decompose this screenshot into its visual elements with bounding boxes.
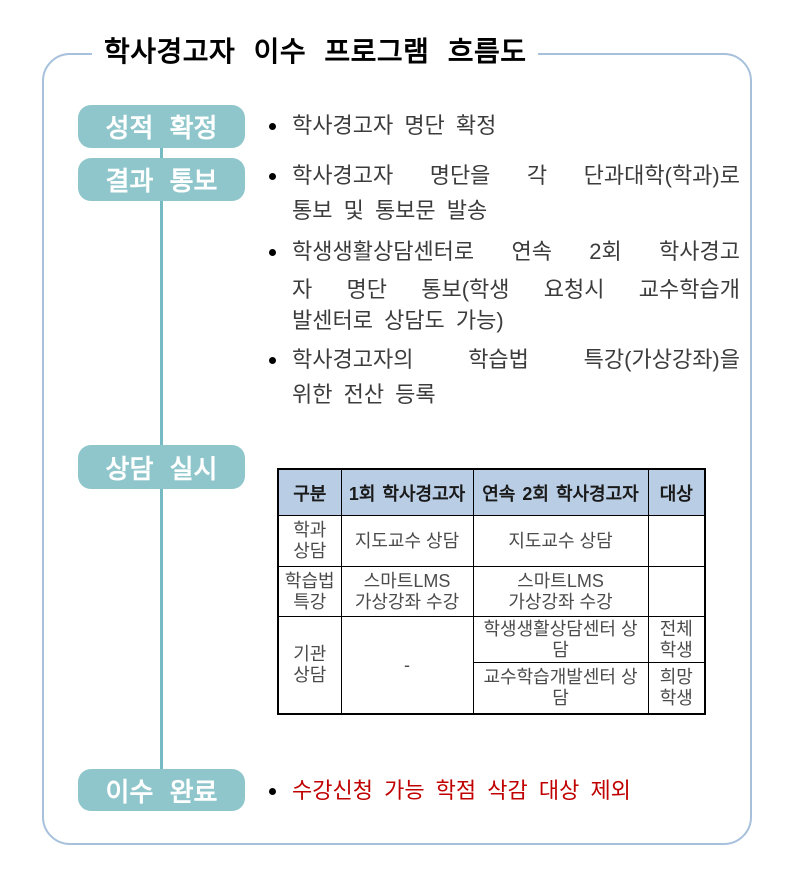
flow-step-result-notification: 결과 통보 xyxy=(78,158,245,201)
completion-note: 수강신청 가능 학점 삭감 대상 제외 xyxy=(292,778,631,803)
flow-step-counseling: 상담 실시 xyxy=(78,445,245,489)
bullet-line: 자 명단 통보(학생 요청시 교수학습개 xyxy=(292,277,740,302)
bullet-line: 위한 전산 등록 xyxy=(292,382,436,407)
table-row: 교수학습개발센터 상담 희망 학생 xyxy=(278,662,706,715)
bullet-line: 발센터로 상담도 가능) xyxy=(292,308,504,333)
cell-category: 학습법 특강 xyxy=(277,566,342,617)
table-row: 기관 상담 - 학생생활상담센터 상담 전체 학생 xyxy=(277,616,706,715)
cell-second-warning: 교수학습개발센터 상담 xyxy=(472,662,649,715)
table-header-category: 구분 xyxy=(277,468,342,516)
bullet-icon xyxy=(269,249,276,256)
cell-target xyxy=(647,566,706,617)
table-header-target: 대상 xyxy=(647,468,706,516)
cell-target: 전체 학생 xyxy=(647,616,706,663)
bullet-icon xyxy=(269,173,276,180)
cell-second-warning: 지도교수 상담 xyxy=(472,515,649,567)
bullet-line: 학생생활상담센터로 연속 2회 학사경고 xyxy=(292,239,740,264)
page-title: 학사경고자 이수 프로그램 흐름도 xyxy=(92,32,539,72)
cell-target xyxy=(647,515,706,567)
bullet-line: 학사경고자 명단을 각 단과대학(학과)로 xyxy=(292,163,740,188)
bullet-icon xyxy=(269,788,276,795)
table-header-row: 구분 1회 학사경고자 연속 2회 학사경고자 대상 xyxy=(277,468,706,516)
flow-step-completion: 이수 완료 xyxy=(78,769,245,811)
flow-step-grade-confirmation: 성적 확정 xyxy=(78,105,245,148)
table-row: 학습법 특강 스마트LMS 가상강좌 수강 스마트LMS 가상강좌 수강 xyxy=(277,566,706,617)
bullet-icon xyxy=(269,357,276,364)
bullet-line: 학사경고자 명단 확정 xyxy=(292,113,497,138)
cell-category: 기관 상담 xyxy=(277,616,342,715)
bullet-line: 학사경고자의 학습법 특강(가상강좌)을 xyxy=(292,347,740,372)
cell-first-warning: 지도교수 상담 xyxy=(340,515,474,567)
cell-target: 희망 학생 xyxy=(647,662,706,715)
cell-second-warning: 학생생활상담센터 상담 xyxy=(472,616,649,663)
bullet-line: 통보 및 통보문 발송 xyxy=(292,198,488,223)
cell-category: 학과 상담 xyxy=(277,515,342,567)
counseling-table: 구분 1회 학사경고자 연속 2회 학사경고자 대상 학과 상담 지도교수 상담… xyxy=(277,468,706,715)
bullet-icon xyxy=(269,123,276,130)
cell-second-warning: 스마트LMS 가상강좌 수강 xyxy=(472,566,649,617)
cell-first-warning: - xyxy=(340,616,474,715)
table-row: 학과 상담 지도교수 상담 지도교수 상담 xyxy=(277,515,706,567)
table-header-second-warning: 연속 2회 학사경고자 xyxy=(472,468,649,516)
cell-first-warning: 스마트LMS 가상강좌 수강 xyxy=(340,566,474,617)
table-header-first-warning: 1회 학사경고자 xyxy=(340,468,474,516)
